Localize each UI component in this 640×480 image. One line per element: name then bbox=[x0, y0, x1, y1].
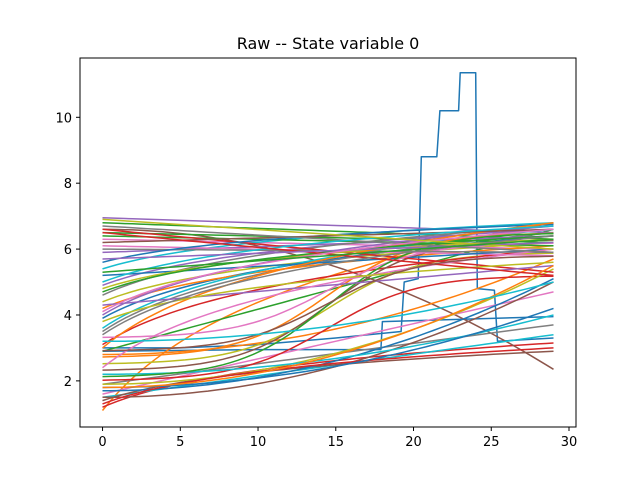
series-line-s60 bbox=[102, 238, 554, 273]
series-line-s51 bbox=[102, 264, 554, 389]
series-line-s50 bbox=[102, 307, 554, 389]
series-line-s15 bbox=[102, 350, 554, 402]
x-tick-label: 15 bbox=[328, 435, 345, 450]
series-line-s20 bbox=[102, 278, 554, 392]
series-line-s13 bbox=[102, 275, 554, 381]
series-line-s55 bbox=[102, 255, 554, 352]
x-tick-label: 5 bbox=[176, 435, 184, 450]
series-line-s59 bbox=[102, 281, 554, 343]
y-tick-label: 2 bbox=[64, 375, 72, 390]
series-line-s07 bbox=[102, 324, 554, 385]
series-line-s53 bbox=[102, 231, 554, 277]
series-line-s23 bbox=[102, 248, 554, 346]
series-line-s42 bbox=[102, 232, 554, 378]
plot-frame bbox=[79, 57, 577, 428]
chart-title: Raw -- State variable 0 bbox=[237, 34, 420, 53]
x-tick-label: 30 bbox=[561, 435, 578, 450]
series-line-s11 bbox=[102, 258, 554, 356]
x-tick-label: 25 bbox=[483, 435, 500, 450]
x-tick-label: 20 bbox=[405, 435, 422, 450]
x-tick-label: 10 bbox=[250, 435, 267, 450]
y-tick-label: 4 bbox=[64, 309, 72, 324]
x-tick-label: 0 bbox=[98, 435, 106, 450]
series-line-s28 bbox=[102, 268, 554, 385]
series-line-outlier bbox=[102, 72, 554, 349]
series-line-s52 bbox=[102, 235, 554, 293]
series-line-s44 bbox=[102, 264, 554, 306]
series-line-s47 bbox=[102, 225, 554, 254]
series-layer bbox=[101, 72, 554, 411]
axis-layer: 0 5 10 15 20 25 30 2 4 6 8 10 bbox=[55, 111, 577, 450]
y-tick-label: 6 bbox=[64, 243, 72, 258]
series-line-s35 bbox=[102, 281, 554, 399]
series-line-s41 bbox=[102, 221, 554, 349]
y-tick-label: 8 bbox=[64, 177, 72, 192]
series-line-s48 bbox=[102, 261, 554, 323]
series-line-s49 bbox=[102, 225, 554, 283]
series-line-s56 bbox=[102, 228, 554, 313]
y-tick-label: 10 bbox=[55, 111, 72, 126]
